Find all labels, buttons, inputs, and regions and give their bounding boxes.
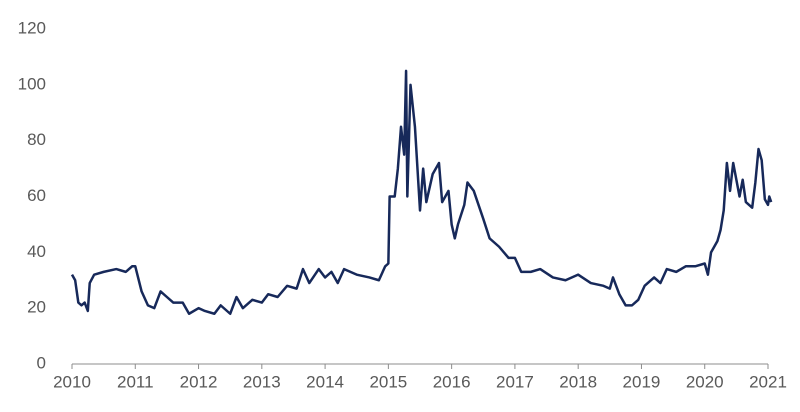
x-tick-label: 2019 bbox=[623, 372, 661, 391]
x-tick-label: 2012 bbox=[180, 372, 218, 391]
x-tick-label: 2011 bbox=[117, 372, 154, 391]
y-tick-label: 40 bbox=[27, 242, 46, 261]
x-tick-label: 2017 bbox=[496, 372, 534, 391]
x-tick-label: 2013 bbox=[243, 372, 281, 391]
x-tick-label: 2016 bbox=[433, 372, 471, 391]
x-tick-label: 2020 bbox=[686, 372, 724, 391]
x-tick-label: 2018 bbox=[559, 372, 597, 391]
y-tick-label: 100 bbox=[18, 74, 46, 93]
x-tick-label: 2015 bbox=[369, 372, 407, 391]
y-tick-label: 120 bbox=[18, 18, 46, 37]
x-tick-label: 2010 bbox=[53, 372, 91, 391]
line-series bbox=[70, 69, 773, 315]
x-tick-label: 2014 bbox=[306, 372, 344, 391]
y-tick-label: 20 bbox=[27, 298, 46, 317]
y-tick-label: 0 bbox=[37, 353, 46, 372]
x-tick-label: 2021 bbox=[749, 372, 787, 391]
y-tick-label: 60 bbox=[27, 186, 46, 205]
y-tick-label: 80 bbox=[27, 130, 46, 149]
